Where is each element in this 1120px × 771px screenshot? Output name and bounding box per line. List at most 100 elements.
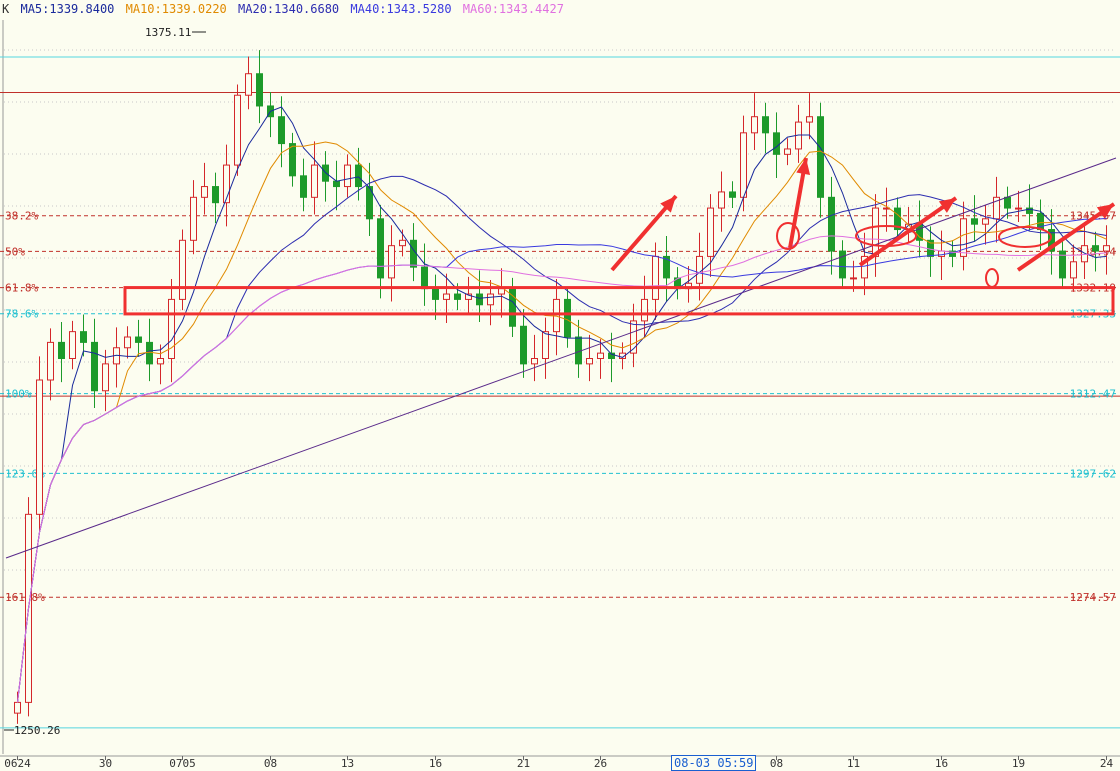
annotation-arrowhead	[938, 198, 956, 213]
candle-body	[36, 379, 43, 515]
fib-price-label: 1312.47	[1070, 388, 1116, 401]
candle-body	[168, 298, 175, 360]
candle-body	[300, 175, 307, 198]
candle-body	[1026, 207, 1033, 214]
candle-body	[333, 180, 340, 188]
candle-body	[520, 325, 527, 365]
legend-ma5: MA5:1339.8400	[20, 2, 115, 16]
candle-body	[784, 148, 791, 155]
trend-line	[5, 157, 1117, 559]
candle-body	[102, 363, 109, 392]
candle-body	[1103, 245, 1110, 252]
candle-body	[311, 164, 318, 198]
candle-body	[564, 298, 571, 338]
legend-prefix: K	[2, 2, 10, 16]
candle-body	[542, 331, 549, 360]
annotation-arrow	[858, 196, 958, 267]
x-tick-label: 26	[594, 757, 607, 770]
candle-body	[487, 293, 494, 306]
x-tick-label: 0624	[4, 757, 31, 770]
fib-label: 50%	[5, 245, 25, 258]
candle-body	[1059, 250, 1066, 279]
candle-body	[696, 255, 703, 284]
candle-body	[762, 116, 769, 134]
candle-body	[498, 288, 505, 295]
ma-legend: K MA5:1339.8400 MA10:1339.0220 MA20:1340…	[2, 2, 568, 16]
candle-body	[663, 255, 670, 279]
candle-body	[256, 73, 263, 107]
candle-body	[190, 196, 197, 241]
x-tick-label: 11	[847, 757, 860, 770]
candle-body	[465, 293, 472, 300]
candle-body	[443, 293, 450, 300]
candle-body	[212, 186, 219, 204]
candle-body	[47, 341, 54, 381]
candle-body	[1070, 261, 1077, 279]
candle-body	[146, 341, 153, 365]
candle-body	[432, 288, 439, 300]
candle-body	[861, 255, 868, 279]
x-tick-label: 0705	[169, 757, 196, 770]
ma-line	[17, 235, 1107, 703]
candle-body	[652, 255, 659, 300]
candle-body	[14, 701, 21, 714]
candle-body	[278, 116, 285, 145]
candle-body	[91, 341, 98, 392]
ma-line	[17, 106, 1107, 703]
candle-body	[476, 293, 483, 306]
candle-body	[707, 207, 714, 257]
candle-body	[1092, 245, 1099, 252]
fib-label: 61.8%	[5, 282, 38, 295]
legend-ma10: MA10:1339.0220	[125, 2, 227, 16]
fib-label: 123.6%	[5, 467, 45, 480]
x-tick-label: 16	[935, 757, 948, 770]
candle-body	[289, 143, 296, 177]
candle-body	[839, 250, 846, 279]
annotation-circle	[776, 222, 800, 250]
candle-body	[124, 336, 131, 349]
annotation-arrowhead	[1096, 204, 1114, 219]
support-zone-box	[123, 286, 1115, 316]
fib-label: 78.6%	[5, 308, 38, 321]
annotation-arrowhead	[660, 196, 676, 213]
candle-body	[399, 239, 406, 247]
candle-body	[58, 341, 65, 360]
candle-body	[80, 331, 87, 343]
x-tick-label: 19	[1012, 757, 1025, 770]
candle-body	[234, 94, 241, 166]
annotation-arrow	[1016, 202, 1116, 272]
candle-body	[377, 218, 384, 279]
candle-body	[773, 132, 780, 155]
x-tick-label: 13	[341, 757, 354, 770]
candle-body	[454, 293, 461, 300]
annotation-circle	[998, 226, 1052, 248]
fib-price-label: 1297.62	[1070, 467, 1116, 480]
candle-body	[410, 239, 417, 268]
x-tick-label: 08	[264, 757, 277, 770]
candle-body	[245, 73, 252, 96]
low-price-label: 1250.26	[14, 724, 60, 737]
candle-body	[388, 245, 395, 279]
candle-body	[69, 331, 76, 360]
legend-ma20: MA20:1340.6680	[238, 2, 340, 16]
candle-body	[223, 164, 230, 204]
candle-body	[421, 266, 428, 290]
candle-body	[1004, 196, 1011, 209]
candle-body	[817, 116, 824, 198]
fib-label: 100%	[5, 388, 32, 401]
annotation-arrow	[610, 194, 678, 272]
candle-body	[619, 352, 626, 360]
legend-ma40: MA40:1343.5280	[350, 2, 452, 16]
candle-body	[971, 218, 978, 225]
candle-body	[740, 132, 747, 198]
candle-body	[751, 116, 758, 134]
legend-ma60: MA60:1343.4427	[462, 2, 564, 16]
candle-body	[157, 358, 164, 365]
candle-body	[641, 298, 648, 322]
annotation-circle	[985, 268, 999, 288]
candle-body	[938, 250, 945, 257]
candle-body	[960, 218, 967, 257]
candle-body	[850, 277, 857, 280]
